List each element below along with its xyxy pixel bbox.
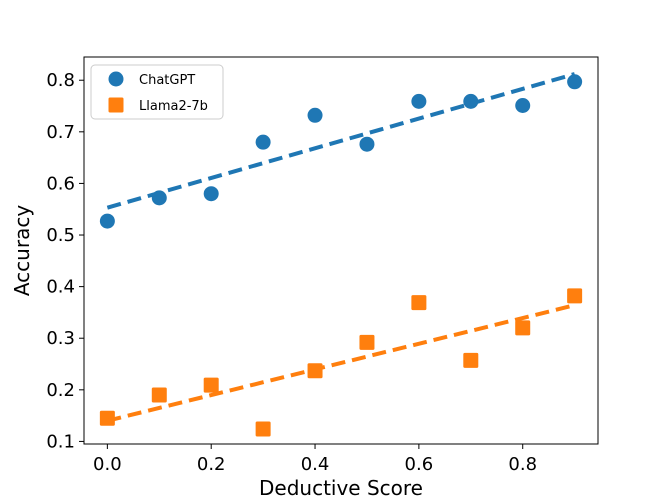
plot-layer [99, 72, 583, 437]
data-point [255, 421, 271, 437]
data-point [99, 410, 115, 426]
legend-label: ChatGPT [139, 73, 195, 88]
data-point [307, 107, 323, 123]
series-chatgpt [99, 74, 583, 229]
x-tick-label: 0.0 [93, 454, 122, 475]
data-point [567, 74, 583, 90]
legend: ChatGPT Llama2-7b [90, 64, 224, 120]
y-axis: 0.1 0.2 0.3 0.4 0.5 0.6 0.7 0.8 [46, 70, 84, 452]
data-point [463, 352, 479, 368]
data-point [567, 288, 583, 304]
y-axis-label: Accuracy [10, 205, 34, 296]
y-tick-label: 0.3 [46, 328, 75, 349]
data-point [203, 186, 219, 202]
trendline [106, 303, 576, 423]
data-point [515, 320, 531, 336]
data-point [359, 334, 375, 350]
y-tick-label: 0.1 [46, 431, 75, 452]
y-tick-label: 0.5 [46, 225, 75, 246]
x-axis: 0.0 0.2 0.4 0.6 0.8 [93, 444, 537, 475]
x-tick-label: 0.6 [405, 454, 434, 475]
data-point [255, 134, 271, 150]
y-tick-label: 0.2 [46, 380, 75, 401]
data-point [151, 387, 167, 403]
data-point [411, 93, 427, 109]
data-point [515, 98, 531, 114]
x-tick-label: 0.8 [508, 454, 537, 475]
legend-marker [108, 71, 124, 87]
series-llama2-7b [99, 288, 583, 437]
y-tick-label: 0.4 [46, 277, 75, 298]
legend-label: Llama2-7b [139, 99, 208, 114]
y-tick-label: 0.8 [46, 70, 75, 91]
trendline [106, 72, 576, 210]
plot-frame [83, 56, 599, 445]
data-point [99, 213, 115, 229]
y-tick-label: 0.6 [46, 173, 75, 194]
legend-frame [90, 64, 224, 120]
data-point [359, 136, 375, 152]
legend-marker [108, 97, 124, 113]
x-axis-label: Deductive Score [259, 476, 423, 498]
x-tick-label: 0.4 [301, 454, 330, 475]
y-tick-label: 0.7 [46, 122, 75, 143]
data-point [463, 93, 479, 109]
data-point [411, 295, 427, 311]
x-tick-label: 0.2 [197, 454, 226, 475]
data-point [203, 377, 219, 393]
